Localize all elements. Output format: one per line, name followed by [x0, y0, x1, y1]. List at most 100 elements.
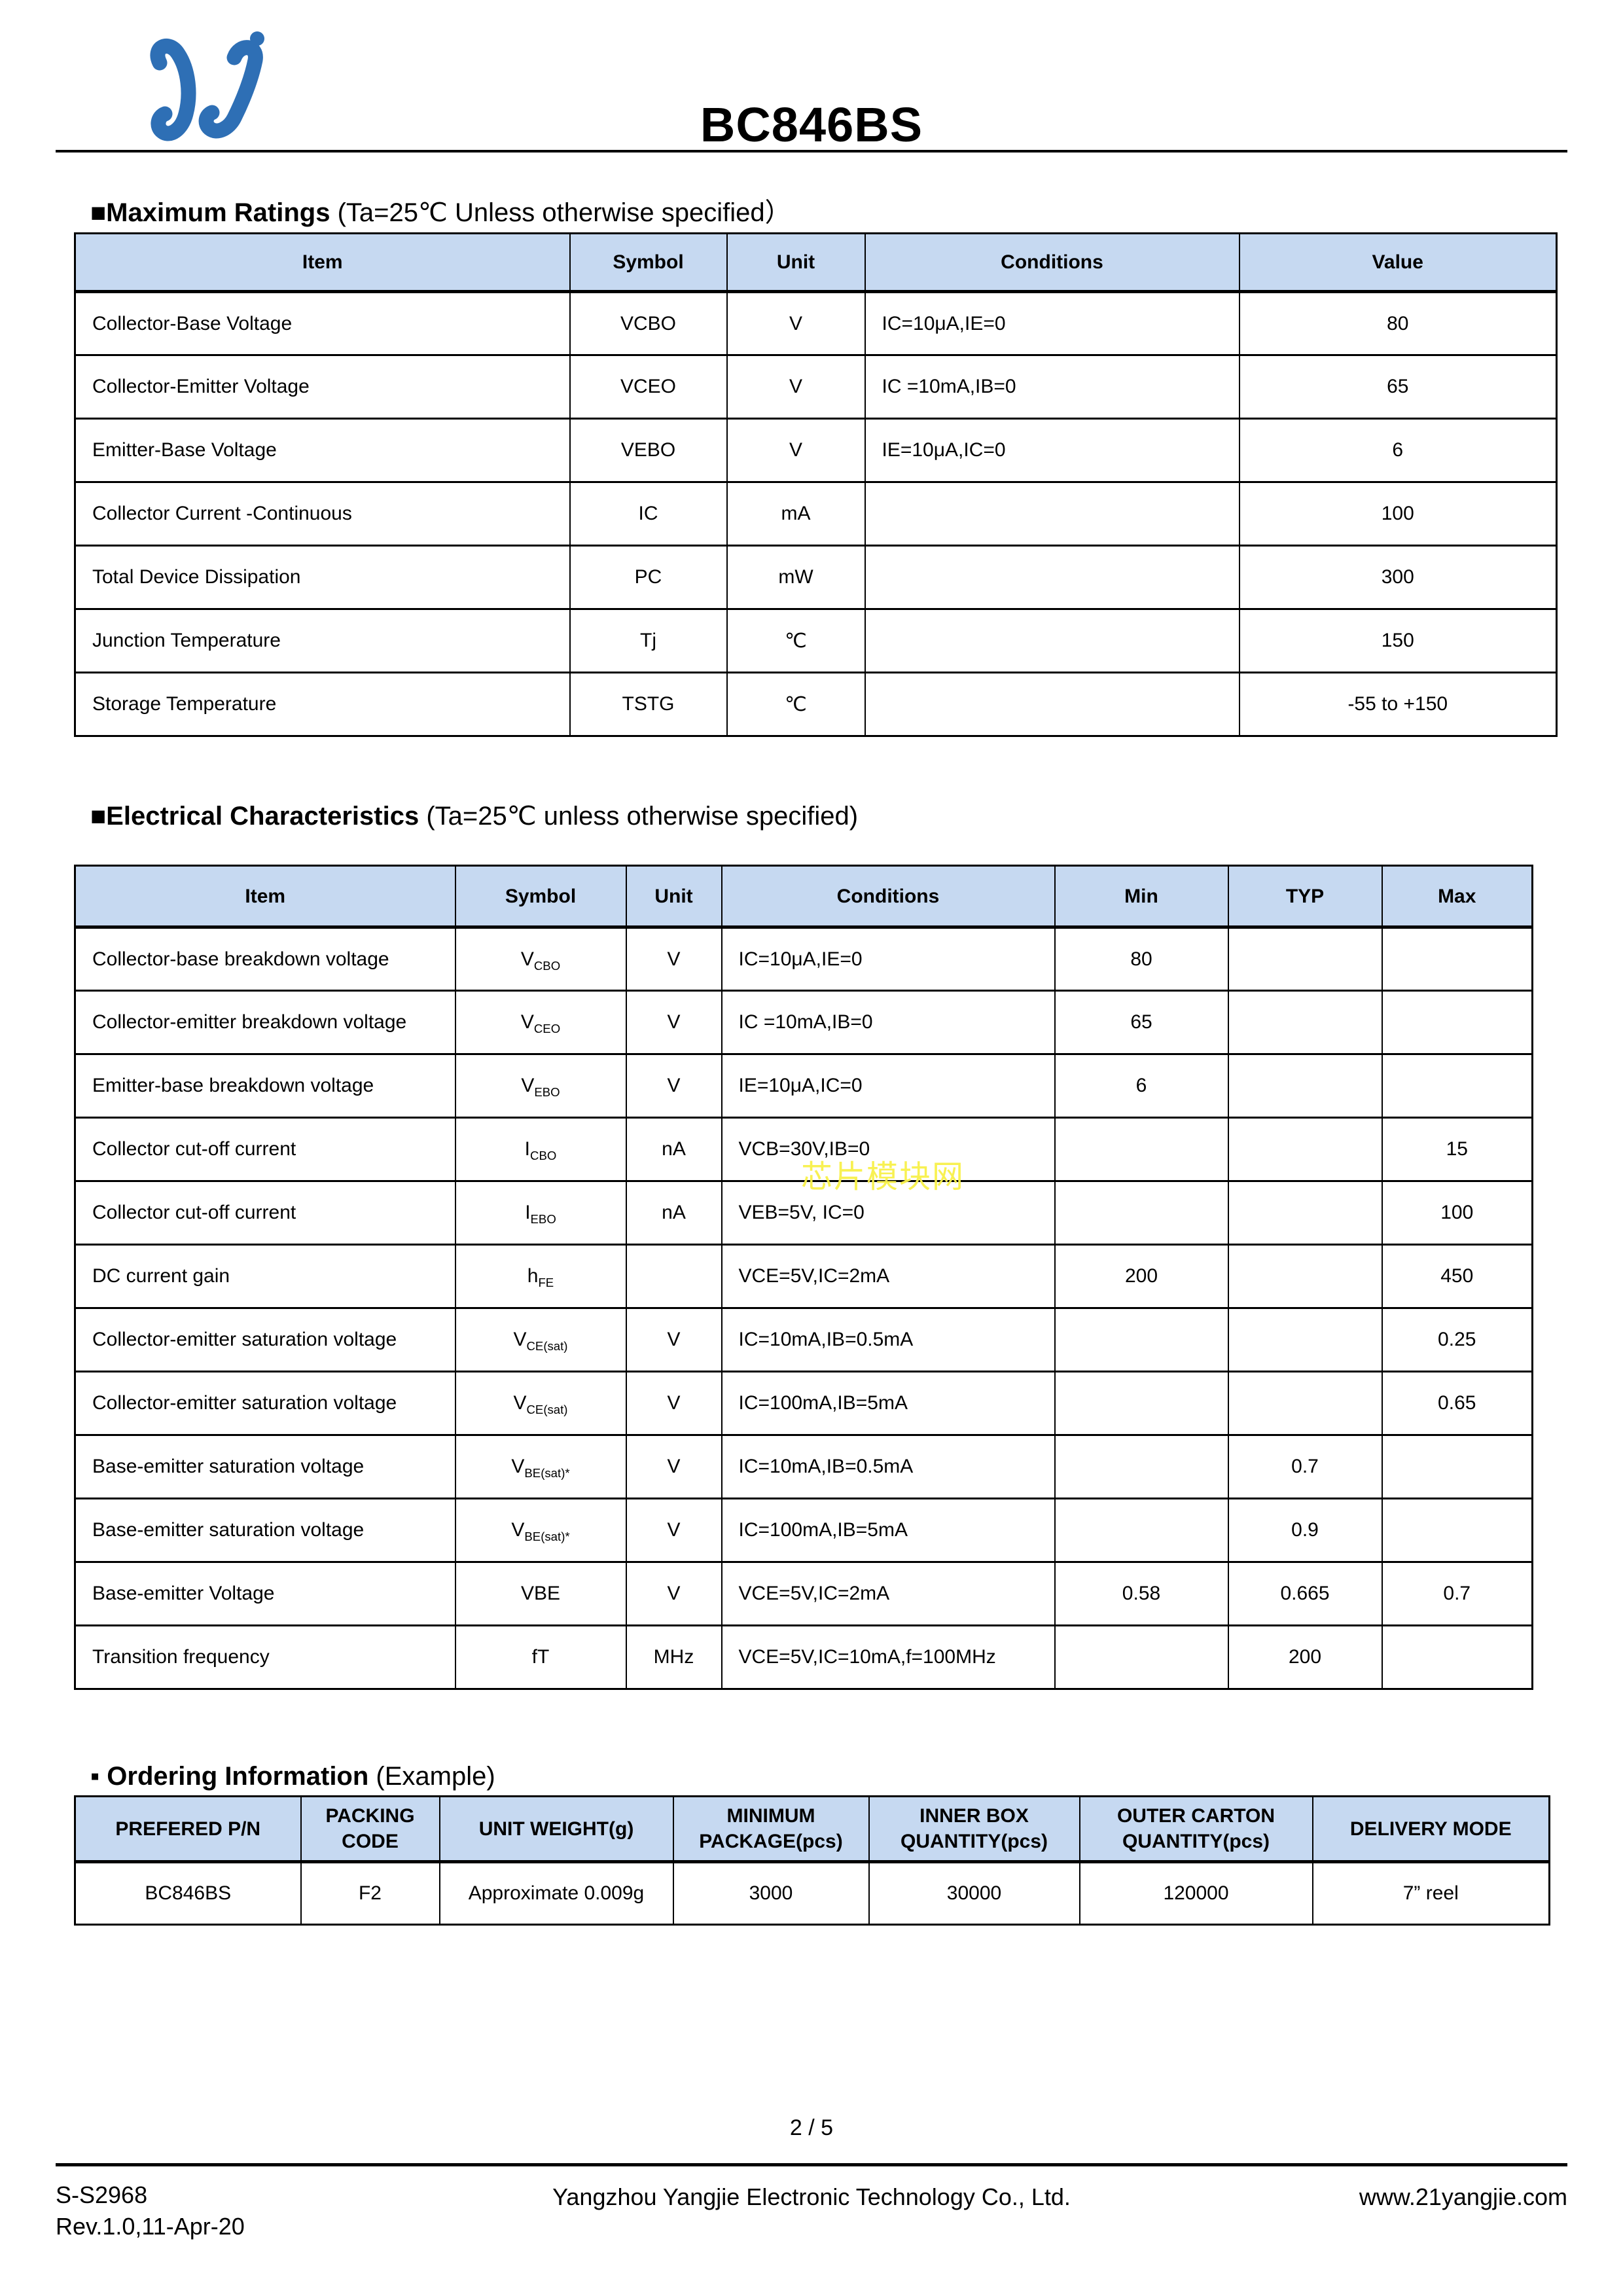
ordering-information-heading: ▪ Ordering Information (Example)	[90, 1762, 495, 1791]
symbol-main: fT	[531, 1646, 550, 1668]
symbol-subscript: EBO	[534, 1085, 560, 1099]
symbol-subscript: BE(sat)*	[524, 1466, 570, 1480]
table-cell: VCEO	[569, 354, 728, 420]
table-cell: TSTG	[569, 672, 728, 737]
ordering-information-table: PREFERED P/N PACKING CODE UNIT WEIGHT(g) MI…	[74, 1795, 1550, 1926]
table-cell: 0.7	[1381, 1561, 1533, 1626]
table-cell: mW	[726, 545, 866, 610]
table-cell: 3000	[672, 1861, 870, 1926]
table-row: BC846BS F2 Approximate 0.009g 3000 30000 1200…	[74, 1861, 1550, 1926]
column-header: Value	[1238, 232, 1558, 293]
column-header: TYP	[1227, 865, 1383, 929]
column-header: OUTER CARTON QUANTITY(pcs)	[1079, 1795, 1313, 1863]
table-cell	[1227, 1371, 1383, 1436]
table-row: Base-emitter saturation voltage VBE(sat)*…	[74, 1498, 1533, 1563]
table-cell	[1381, 1053, 1533, 1119]
ordering-heading-bold: ▪ Ordering Information	[90, 1762, 369, 1791]
table-row: Junction Temperature Tj ℃ 150	[74, 608, 1558, 673]
table-cell	[864, 672, 1240, 737]
table-cell: IE=10μA,IC=0	[721, 1053, 1056, 1119]
table-cell: VCE=5V,IC=2mA	[721, 1244, 1056, 1309]
table-cell: nA	[625, 1117, 722, 1182]
table-cell: VBE	[454, 1561, 627, 1626]
max-ratings-heading-tail: (Ta=25℃ Unless otherwise specified）	[330, 198, 791, 227]
table-cell	[1227, 990, 1383, 1055]
table-cell: Collector-Emitter Voltage	[74, 354, 571, 420]
table-cell: 0.665	[1227, 1561, 1383, 1626]
table-cell	[864, 481, 1240, 547]
column-header: Symbol	[569, 232, 728, 293]
table-cell: IC=10mA,IB=0.5mA	[721, 1307, 1056, 1372]
table-cell	[1227, 1307, 1383, 1372]
table-cell: VCE(sat)	[454, 1307, 627, 1372]
electrical-heading-tail: (Ta=25℃ unless otherwise specified)	[419, 802, 859, 831]
table-cell: VEBO	[454, 1053, 627, 1119]
table-cell: VCB=30V,IB=0	[721, 1117, 1056, 1182]
logo-dot	[250, 31, 264, 46]
table-cell: IC =10mA,IB=0	[864, 354, 1240, 420]
column-header: Conditions	[864, 232, 1240, 293]
table-cell: VCE=5V,IC=10mA,f=100MHz	[721, 1624, 1056, 1690]
table-cell: Base-emitter saturation voltage	[74, 1498, 456, 1563]
table-cell: 80	[1054, 926, 1229, 992]
symbol-main: VBE	[520, 1583, 561, 1604]
table-cell: VCBO	[569, 291, 728, 356]
table-cell: 300	[1238, 545, 1558, 610]
table-row: Base-emitter saturation voltage VBE(sat)*…	[74, 1434, 1533, 1499]
page-number: 2 / 5	[789, 2115, 834, 2140]
table-cell	[1054, 1624, 1229, 1690]
table-cell: V	[625, 1561, 722, 1626]
table-row: Collector-base breakdown voltage VCBO V IC=…	[74, 926, 1533, 992]
symbol-main: h	[527, 1265, 539, 1287]
column-header: INNER BOX QUANTITY(pcs)	[868, 1795, 1080, 1863]
table-cell: Approximate 0.009g	[438, 1861, 674, 1926]
table-cell: V	[625, 1498, 722, 1563]
table-cell: V	[625, 990, 722, 1055]
table-row: Collector-emitter saturation voltage VCE(…	[74, 1307, 1533, 1372]
table-cell: V	[726, 418, 866, 483]
table-cell: 150	[1238, 608, 1558, 673]
column-header: PREFERED P/N	[74, 1795, 302, 1863]
table-cell: -55 to +150	[1238, 672, 1558, 737]
table-row: Transition frequency fT MHz VCE=5V,IC=10mA,…	[74, 1624, 1533, 1690]
max-ratings-table: Item Symbol Unit Conditions Value Collector-B…	[74, 232, 1558, 737]
table-cell: 0.7	[1227, 1434, 1383, 1499]
table-row: Collector Current -Continuous IC mA 100	[74, 481, 1558, 547]
table-cell	[625, 1244, 722, 1309]
table-cell	[1054, 1371, 1229, 1436]
table-cell: V	[625, 1053, 722, 1119]
table-cell: Collector-emitter saturation voltage	[74, 1307, 456, 1372]
table-cell: Emitter-base breakdown voltage	[74, 1053, 456, 1119]
table-row: Emitter-Base Voltage VEBO V IE=10μA,IC=0 6	[74, 418, 1558, 483]
table-cell: V	[726, 291, 866, 356]
table-row: Collector cut-off current ICBO nA VCB=30V,I…	[74, 1117, 1533, 1182]
max-ratings-heading: ■Maximum Ratings (Ta=25℃ Unless otherwis…	[90, 191, 791, 229]
column-header: Conditions	[721, 865, 1056, 929]
table-cell	[1227, 1244, 1383, 1309]
table-cell: IC=10μA,IE=0	[864, 291, 1240, 356]
table-cell: 65	[1238, 354, 1558, 420]
table-cell: IC=100mA,IB=5mA	[721, 1371, 1056, 1436]
table-cell: mA	[726, 481, 866, 547]
table-row: Collector-Base Voltage VCBO V IC=10μA,IE=0 8…	[74, 291, 1558, 356]
symbol-subscript: CBO	[530, 1149, 557, 1162]
table-cell	[1227, 926, 1383, 992]
column-header: Unit	[625, 865, 722, 929]
table-cell: Collector cut-off current	[74, 1180, 456, 1246]
table-cell: Base-emitter Voltage	[74, 1561, 456, 1626]
table-cell: 200	[1227, 1624, 1383, 1690]
electrical-characteristics-table: Item Symbol Unit Conditions Min TYP Max Collect…	[74, 865, 1533, 1690]
table-cell: V	[726, 354, 866, 420]
table-cell: IEBO	[454, 1180, 627, 1246]
table-cell: Collector Current -Continuous	[74, 481, 571, 547]
table-row: Collector-emitter breakdown voltage VCEO V…	[74, 990, 1533, 1055]
symbol-main: I	[525, 1202, 531, 1223]
table-row: Emitter-base breakdown voltage VEBO V IE=10…	[74, 1053, 1533, 1119]
table-cell: Collector cut-off current	[74, 1117, 456, 1182]
table-cell: V	[625, 926, 722, 992]
table-cell: 100	[1238, 481, 1558, 547]
table-row: Collector cut-off current IEBO nA VEB=5V, I…	[74, 1180, 1533, 1246]
table-row: Collector-emitter saturation voltage VCE(…	[74, 1371, 1533, 1436]
table-cell: VEB=5V, IC=0	[721, 1180, 1056, 1246]
table-cell	[1227, 1117, 1383, 1182]
